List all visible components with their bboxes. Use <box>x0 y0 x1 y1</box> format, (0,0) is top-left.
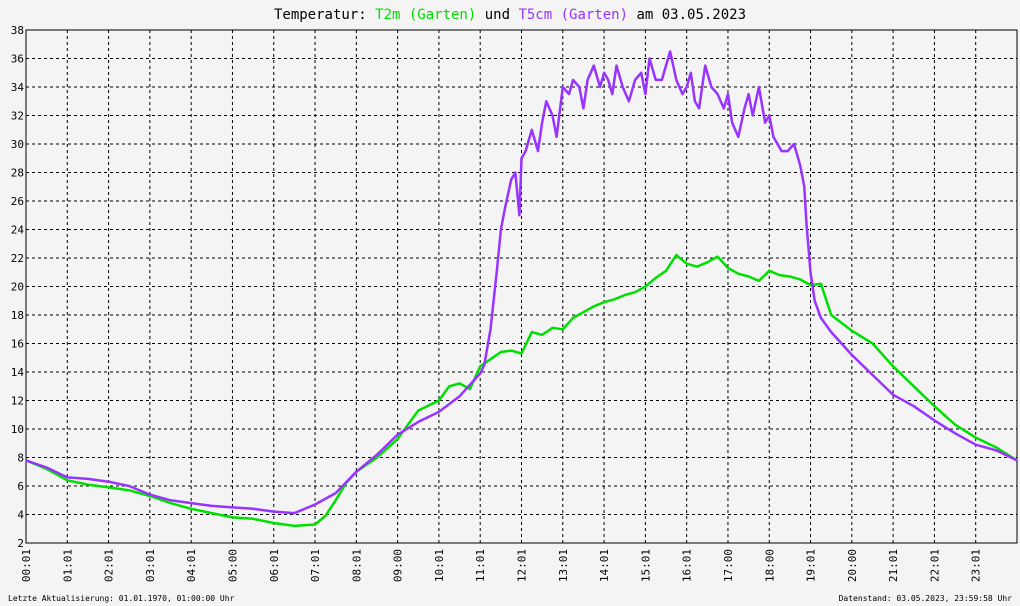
y-tick-label: 6 <box>17 480 24 493</box>
x-tick-label: 08:01 <box>350 549 363 582</box>
x-tick-label: 16:01 <box>681 549 694 582</box>
title-connector: und <box>476 7 518 23</box>
x-tick-label: 13:01 <box>557 549 570 582</box>
x-tick-label: 09:00 <box>392 549 405 582</box>
x-tick-label: 18:00 <box>763 549 776 582</box>
x-tick-label: 20:00 <box>846 549 859 582</box>
x-tick-label: 04:01 <box>185 549 198 582</box>
y-tick-label: 12 <box>11 395 24 408</box>
y-tick-label: 18 <box>11 309 24 322</box>
y-tick-label: 14 <box>11 366 25 379</box>
y-tick-label: 10 <box>11 423 24 436</box>
x-tick-label: 01:01 <box>61 549 74 582</box>
x-tick-label: 14:01 <box>598 549 611 582</box>
x-tick-label: 00:01 <box>20 549 33 582</box>
y-tick-label: 34 <box>11 81 25 94</box>
title-series2-label: T5cm (Garten) <box>518 7 628 23</box>
x-tick-label: 17:00 <box>722 549 735 582</box>
y-tick-label: 8 <box>17 452 24 465</box>
y-tick-label: 38 <box>11 24 24 37</box>
footer-last-update: Letzte Aktualisierung: 01.01.1970, 01:00… <box>8 594 235 603</box>
series-line-t5cm <box>25 50 1018 515</box>
grid <box>26 30 1017 543</box>
title-series1-label: T2m (Garten) <box>375 7 476 23</box>
x-tick-label: 19:01 <box>805 549 818 582</box>
y-tick-label: 30 <box>11 138 24 151</box>
x-tick-label: 12:01 <box>516 549 529 582</box>
y-tick-label: 22 <box>11 252 24 265</box>
x-tick-label: 02:01 <box>103 549 116 582</box>
chart-title: Temperatur: T2m (Garten) und T5cm (Garte… <box>274 7 746 23</box>
x-tick-label: 23:01 <box>970 549 983 582</box>
x-tick-label: 05:00 <box>226 549 239 582</box>
series-lines <box>25 50 1018 528</box>
footer-data-state: Datenstand: 03.05.2023, 23:59:58 Uhr <box>839 594 1013 603</box>
x-tick-label: 06:01 <box>268 549 281 582</box>
title-suffix: am 03.05.2023 <box>628 7 746 23</box>
y-tick-label: 4 <box>17 509 24 522</box>
x-tick-label: 11:01 <box>474 549 487 582</box>
x-tick-label: 03:01 <box>144 549 157 582</box>
x-tick-label: 10:01 <box>433 549 446 582</box>
y-tick-label: 28 <box>11 167 24 180</box>
title-prefix: Temperatur: <box>274 7 375 23</box>
plot-frame <box>25 29 1018 544</box>
y-tick-label: 16 <box>11 338 24 351</box>
x-tick-label: 21:01 <box>887 549 900 582</box>
y-tick-label: 20 <box>11 281 24 294</box>
y-tick-label: 26 <box>11 195 24 208</box>
x-tick-label: 07:01 <box>309 549 322 582</box>
y-tick-label: 2 <box>17 537 24 550</box>
x-tick-label: 22:01 <box>928 549 941 582</box>
y-tick-label: 36 <box>11 53 24 66</box>
x-tick-label: 15:01 <box>639 549 652 582</box>
series-line-t2m <box>25 253 1018 528</box>
y-tick-label: 32 <box>11 110 24 123</box>
y-tick-label: 24 <box>11 224 25 237</box>
